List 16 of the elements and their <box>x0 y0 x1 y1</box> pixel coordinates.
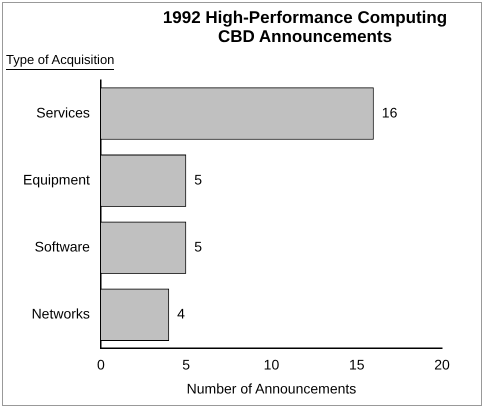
x-tick-label: 20 <box>434 356 450 373</box>
x-axis-title: Number of Announcements <box>186 380 356 396</box>
data-label: 5 <box>194 172 202 188</box>
y-tick-label: Services <box>36 104 90 120</box>
y-axis-title: Type of Acquisition <box>6 52 114 70</box>
x-tick-label: 15 <box>348 356 365 373</box>
data-label: 16 <box>382 104 398 120</box>
y-tick-label: Networks <box>32 306 90 322</box>
y-tick-label: Equipment <box>22 172 90 188</box>
y-tick-label: Software <box>34 238 90 255</box>
data-label: 4 <box>177 306 186 322</box>
chart-title: 1992 High-Performance Computing CBD Announcements <box>162 8 448 46</box>
data-label: 5 <box>194 238 202 255</box>
x-tick-label: 10 <box>264 356 280 373</box>
x-tick-label: 5 <box>182 356 190 373</box>
x-tick-label: 0 <box>97 356 106 373</box>
